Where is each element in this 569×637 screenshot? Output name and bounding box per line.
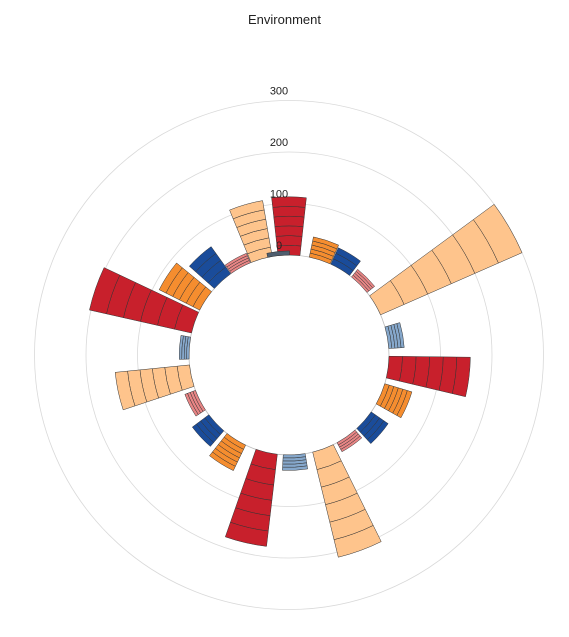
bar-segment — [274, 225, 304, 237]
bar-17 — [178, 335, 191, 360]
bar-segment — [224, 252, 248, 268]
bar-3 — [351, 268, 376, 293]
bar-11 — [282, 453, 308, 471]
bar-segment — [184, 393, 199, 417]
bar-segment — [229, 200, 265, 220]
bar-4 — [369, 203, 523, 316]
grid-ring-200 — [85, 151, 493, 559]
bar-15 — [184, 390, 206, 417]
bar-segment — [114, 370, 136, 411]
bar-21 — [224, 252, 251, 274]
bar-segment — [224, 521, 269, 547]
grid-ring-300 — [34, 100, 544, 610]
bar-2 — [330, 247, 361, 276]
bar-segment — [312, 236, 339, 250]
bar-16 — [114, 364, 195, 411]
bar-segment — [158, 262, 183, 294]
bar-segment — [340, 435, 363, 453]
bars-group — [89, 196, 523, 558]
bar-segment — [396, 322, 405, 349]
bar-segment — [178, 335, 184, 360]
bar-13 — [209, 433, 246, 471]
bar-19 — [158, 262, 212, 311]
bar-10 — [312, 444, 382, 558]
radial-tick-label: 200 — [270, 137, 288, 149]
bar-segment — [452, 356, 471, 398]
radial-tick-label: 100 — [270, 189, 288, 201]
bar-segment — [266, 250, 290, 258]
bar-20 — [188, 246, 231, 289]
bar-segment — [188, 246, 217, 273]
bar-18 — [89, 267, 199, 334]
bar-segment — [355, 268, 376, 289]
bar-1 — [308, 236, 339, 265]
bar-22 — [229, 200, 273, 263]
chart-title: Environment — [248, 12, 321, 27]
bar-segment — [273, 215, 305, 227]
bar-segment — [473, 203, 523, 264]
grid-ring-0 — [188, 254, 390, 456]
bar-segment — [333, 525, 382, 558]
bar-12 — [224, 449, 278, 547]
bar-segment — [282, 465, 308, 471]
bar-segment — [396, 390, 413, 419]
bar-segment — [271, 196, 307, 208]
bar-0 — [271, 196, 307, 256]
bar-8 — [356, 411, 389, 444]
bar-23 — [266, 250, 290, 258]
bar-5 — [384, 322, 405, 349]
bar-segment — [272, 206, 306, 218]
bar-14 — [191, 414, 225, 447]
bar-segment — [191, 423, 215, 447]
bar-6 — [386, 355, 471, 398]
bar-segment — [209, 451, 236, 471]
bar-7 — [375, 383, 413, 419]
radial-tick-label: 0 — [276, 240, 282, 252]
grid-rings — [34, 100, 544, 610]
radial-tick-labels: 0 100 200 300 — [270, 86, 288, 253]
bar-segment — [89, 267, 121, 315]
radial-tick-label: 300 — [270, 86, 288, 98]
bar-9 — [336, 429, 363, 453]
bar-segment — [366, 420, 389, 444]
bar-segment — [335, 247, 361, 267]
